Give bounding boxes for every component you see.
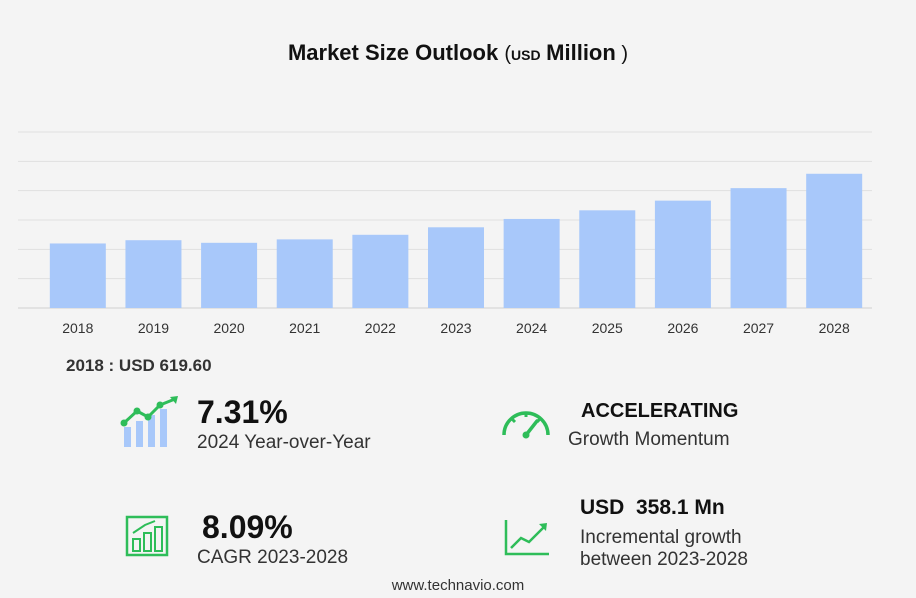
kpi-yoy: 7.31% 2024 Year-over-Year — [197, 396, 371, 454]
x-tick-label: 2024 — [516, 320, 547, 336]
bar-2026 — [654, 200, 711, 308]
x-tick-label: 2020 — [214, 320, 245, 336]
kpi-incremental-value: USD 358.1 Mn — [580, 496, 725, 519]
bar-growth-icon — [125, 515, 169, 557]
x-tick-label: 2028 — [819, 320, 850, 336]
title-unit-suffix: Million — [546, 40, 616, 65]
kpi-incremental-label-1: Incremental growth — [580, 527, 742, 548]
kpi-momentum-value: ACCELERATING — [581, 400, 739, 422]
bar-2027 — [730, 188, 787, 308]
x-tick-label: 2022 — [365, 320, 396, 336]
kpi-incremental-label-2: between 2023-2028 — [580, 549, 748, 570]
kpi-cagr-value: 8.09% — [202, 509, 293, 545]
chart-bars — [49, 173, 863, 308]
x-tick-label: 2027 — [743, 320, 774, 336]
kpi-yoy-value: 7.31% — [197, 394, 288, 430]
x-tick-label: 2026 — [667, 320, 698, 336]
chart-title-text: Market Size Outlook — [287, 40, 499, 65]
speedometer-icon — [502, 411, 550, 439]
base-year-value: 2018 : USD 619.60 — [66, 356, 212, 375]
kpi-momentum-label: Growth Momentum — [568, 429, 730, 450]
bar-2022 — [352, 234, 409, 308]
kpi-incremental: USD 358.1 Mn Incremental growth between … — [580, 496, 748, 571]
bar-2021 — [276, 239, 333, 308]
kpi-yoy-label: 2024 Year-over-Year — [197, 432, 371, 453]
x-tick-label: 2025 — [592, 320, 623, 336]
chart-title: Market Size Outlook (USD Million ) — [0, 40, 916, 66]
bar-2018 — [49, 243, 106, 308]
trend-line-icon — [504, 520, 549, 556]
growth-chart-icon — [120, 396, 178, 447]
bar-2023 — [428, 227, 484, 308]
bar-2028 — [806, 173, 863, 308]
bar-2019 — [125, 240, 182, 308]
title-unit-prefix: USD — [511, 47, 541, 63]
bar-chart: 2018 2019 2020 2021 2022 2023 2024 2025 2026 2027… — [18, 131, 872, 336]
x-tick-label: 2023 — [440, 320, 471, 336]
x-tick-label: 2018 — [62, 320, 93, 336]
bar-2025 — [579, 210, 636, 308]
bar-2020 — [201, 242, 258, 308]
kpi-momentum: ACCELERATING Growth Momentum — [568, 400, 738, 451]
bar-2024 — [503, 218, 560, 308]
x-axis-tick-labels: 2018 2019 2020 2021 2022 2023 2024 2025 2026 2027… — [62, 320, 850, 336]
x-tick-label: 2021 — [289, 320, 320, 336]
footer-source: www.technavio.com — [391, 577, 525, 594]
kpi-cagr: 8.09% CAGR 2023-2028 — [197, 511, 348, 569]
x-tick-label: 2019 — [138, 320, 169, 336]
kpi-cagr-label: CAGR 2023-2028 — [197, 547, 349, 568]
title-unit: (USD Million ) — [504, 40, 629, 65]
